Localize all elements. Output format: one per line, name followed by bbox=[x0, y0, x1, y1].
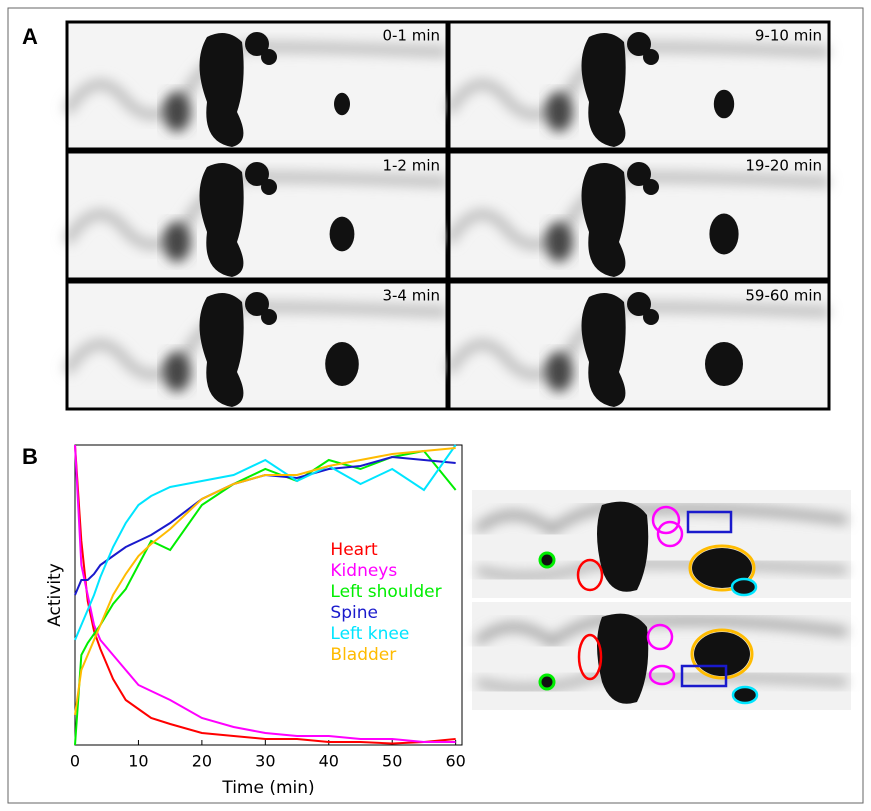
frame-border bbox=[65, 280, 449, 411]
x-tick-label: 50 bbox=[382, 752, 402, 771]
x-tick-label: 40 bbox=[319, 752, 339, 771]
legend-entry: Kidneys bbox=[330, 561, 397, 581]
frame-label: 3-4 min bbox=[382, 287, 440, 305]
frame-border bbox=[447, 150, 831, 281]
frame-border bbox=[447, 20, 831, 151]
bladder-blob bbox=[329, 216, 355, 252]
frame-border bbox=[447, 280, 831, 411]
legend-entry: Bladder bbox=[330, 645, 396, 665]
frame-label: 59-60 min bbox=[745, 287, 822, 305]
chart: 0 10 20 30 40 50 60 Time (min) Activity HeartKidn… bbox=[45, 444, 466, 798]
bladder-blob bbox=[709, 213, 739, 255]
legend-entry: Heart bbox=[330, 540, 378, 560]
legend-entry: Left shoulder bbox=[330, 582, 441, 602]
bladder-blob bbox=[325, 342, 359, 386]
y-axis-label: Activity bbox=[45, 563, 65, 627]
bladder-blob bbox=[705, 342, 743, 386]
x-tick-label: 30 bbox=[255, 752, 275, 771]
series-line bbox=[74, 455, 456, 596]
x-tick-label: 20 bbox=[192, 752, 212, 771]
figure-border bbox=[7, 7, 864, 804]
frame-border bbox=[65, 20, 449, 151]
x-tick-label: 60 bbox=[445, 752, 465, 771]
roi-image bbox=[472, 602, 851, 710]
panel-label: A bbox=[22, 24, 38, 49]
bladder-blob bbox=[713, 89, 735, 119]
x-tick-label: 0 bbox=[70, 752, 80, 771]
panel-label: B bbox=[22, 444, 38, 469]
legend-entry: Left knee bbox=[330, 624, 409, 644]
frame-grid: 0-1 min 9-10 min 1-2 min 19-20 min 3-4 min 59… bbox=[67, 22, 829, 409]
frame-label: 0-1 min bbox=[382, 27, 440, 45]
series-line bbox=[74, 449, 457, 746]
frame-label: 1-2 min bbox=[382, 157, 440, 175]
series-line bbox=[74, 444, 456, 745]
x-tick-label: 10 bbox=[128, 752, 148, 771]
frame-label: 19-20 min bbox=[745, 157, 822, 175]
bladder-blob bbox=[334, 92, 350, 116]
scan-frame: 59-60 min bbox=[449, 282, 829, 409]
frame-label: 9-10 min bbox=[755, 27, 822, 45]
scan-frame: 1-2 min bbox=[67, 152, 447, 279]
roi-image bbox=[472, 490, 851, 598]
scan-frame: 3-4 min bbox=[67, 282, 447, 409]
frame-border bbox=[65, 150, 449, 281]
scan-frame: 9-10 min bbox=[449, 22, 829, 149]
scan-frame: 0-1 min bbox=[67, 22, 447, 149]
scan-frame: 19-20 min bbox=[449, 152, 829, 279]
series-line bbox=[74, 447, 456, 716]
legend-entry: Spine bbox=[330, 603, 378, 623]
x-axis-label: Time (min) bbox=[221, 778, 314, 798]
series-line bbox=[74, 444, 457, 641]
series-line bbox=[74, 444, 456, 743]
